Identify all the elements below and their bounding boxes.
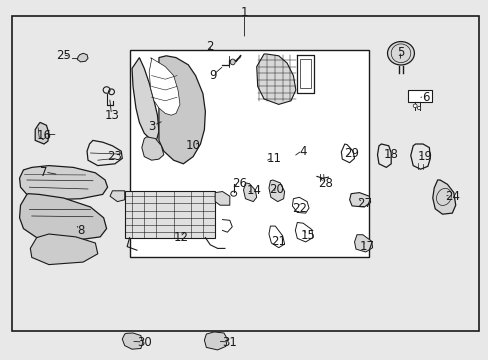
Text: 13: 13 [105, 109, 120, 122]
Bar [12, 16, 478, 331]
Text: 11: 11 [266, 152, 281, 165]
Bar [407, 90, 431, 102]
Text: 29: 29 [344, 147, 359, 159]
Text: 28: 28 [317, 177, 332, 190]
Text: 17: 17 [359, 240, 373, 253]
Polygon shape [204, 332, 227, 350]
Polygon shape [256, 54, 295, 104]
Polygon shape [432, 180, 455, 214]
Text: 31: 31 [222, 336, 237, 349]
Polygon shape [354, 235, 372, 252]
Text: 20: 20 [268, 183, 283, 195]
Bar [124, 191, 215, 238]
Text: 18: 18 [383, 148, 398, 161]
Text: 2: 2 [206, 40, 214, 53]
Bar [129, 50, 368, 257]
Polygon shape [215, 192, 229, 205]
Text: 10: 10 [185, 139, 200, 152]
Polygon shape [268, 180, 284, 202]
Ellipse shape [386, 42, 413, 65]
Text: 23: 23 [107, 150, 122, 163]
Text: 5: 5 [396, 46, 404, 59]
Polygon shape [149, 58, 180, 115]
Text: 14: 14 [246, 184, 261, 197]
Polygon shape [20, 166, 107, 200]
Ellipse shape [416, 107, 420, 110]
Polygon shape [20, 194, 106, 241]
Text: 7: 7 [40, 166, 48, 179]
Text: 21: 21 [271, 235, 285, 248]
Polygon shape [30, 234, 98, 265]
Text: 22: 22 [291, 202, 306, 215]
Polygon shape [349, 193, 370, 207]
Text: 3: 3 [147, 120, 155, 132]
Polygon shape [122, 333, 142, 349]
Polygon shape [142, 137, 163, 160]
Polygon shape [243, 183, 256, 202]
Polygon shape [77, 53, 88, 62]
Text: 27: 27 [356, 197, 371, 210]
Polygon shape [35, 122, 49, 144]
Text: 6: 6 [421, 91, 428, 104]
Ellipse shape [230, 59, 235, 65]
Text: 8: 8 [77, 224, 84, 237]
Text: 24: 24 [444, 190, 459, 203]
Text: 12: 12 [173, 231, 188, 244]
Text: 26: 26 [232, 177, 246, 190]
Text: 4: 4 [299, 145, 306, 158]
Text: 16: 16 [37, 129, 51, 141]
Polygon shape [110, 191, 124, 202]
Text: 15: 15 [300, 229, 315, 242]
Text: 19: 19 [417, 150, 432, 163]
Text: 30: 30 [137, 336, 151, 349]
Text: 1: 1 [240, 6, 248, 19]
Polygon shape [159, 56, 205, 164]
Polygon shape [132, 58, 159, 140]
Text: 9: 9 [208, 69, 216, 82]
Bar [299, 59, 310, 88]
Ellipse shape [412, 104, 416, 108]
Text: 25: 25 [56, 49, 71, 62]
